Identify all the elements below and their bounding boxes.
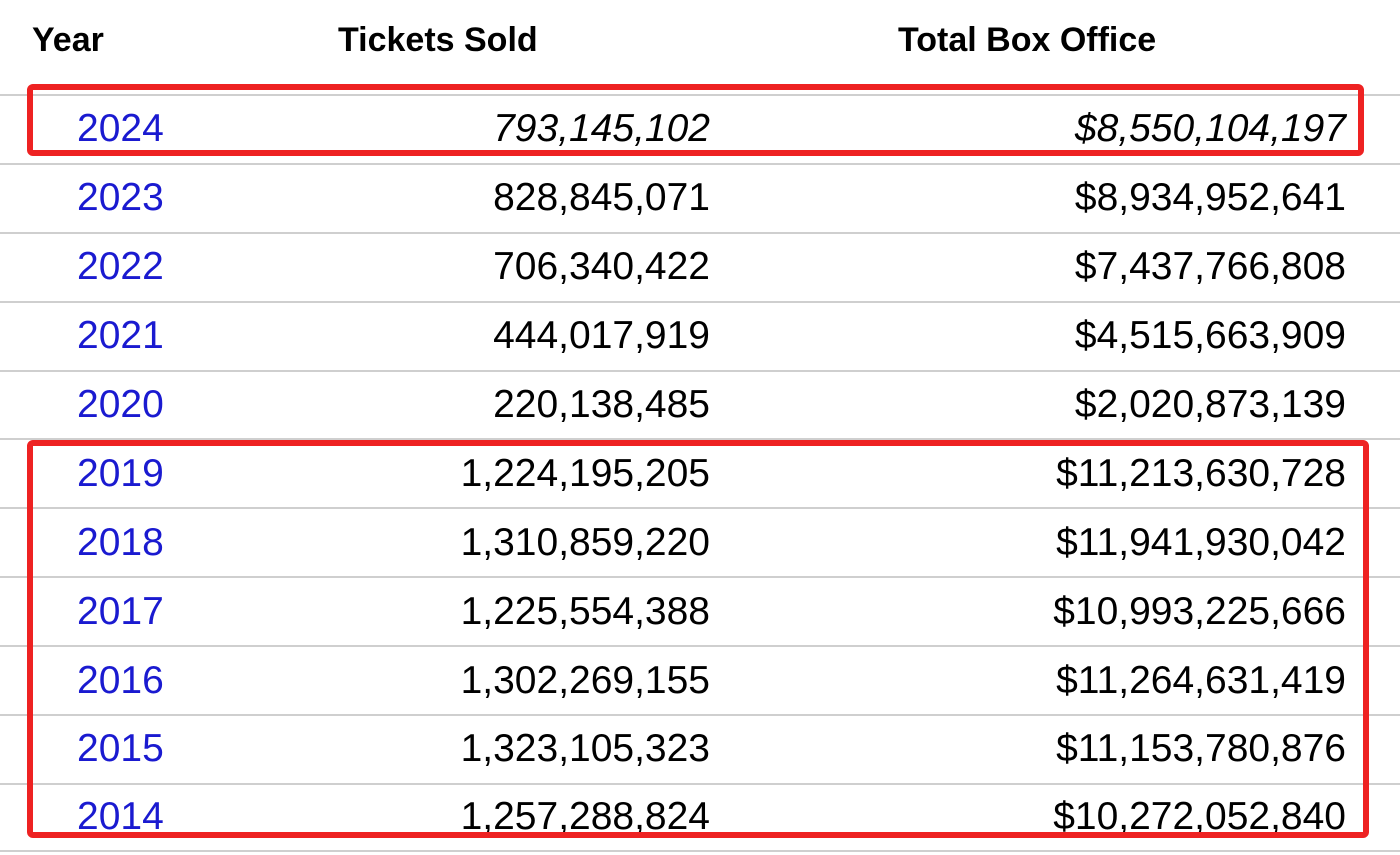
year-link[interactable]: 2019: [77, 451, 164, 495]
header-tickets-sold: Tickets Sold: [338, 21, 538, 59]
tickets-sold-value: 1,302,269,155: [460, 658, 710, 702]
table-row: 2022 706,340,422 $7,437,766,808: [0, 231, 1400, 301]
tickets-sold-value: 828,845,071: [493, 176, 710, 220]
table-row: 2024 793,145,102 $8,550,104,197: [0, 94, 1400, 163]
tickets-sold-value: 1,257,288,824: [460, 795, 710, 839]
tickets-sold-value: 1,310,859,220: [460, 520, 710, 564]
header-year: Year: [32, 21, 104, 59]
year-link[interactable]: 2022: [77, 245, 164, 289]
table-row: 2021 444,017,919 $4,515,663,909: [0, 300, 1400, 370]
box-office-value: $2,020,873,139: [1074, 383, 1346, 426]
year-link[interactable]: 2015: [77, 727, 164, 771]
tickets-sold-value: 444,017,919: [493, 314, 710, 358]
table-row: 2014 1,257,288,824 $10,272,052,840: [0, 782, 1400, 852]
box-office-value: $10,272,052,840: [1053, 795, 1346, 839]
table-row: 2020 220,138,485 $2,020,873,139: [0, 369, 1400, 439]
tickets-sold-value: 793,145,102: [493, 107, 710, 151]
table-header: Year Tickets Sold Total Box Office: [0, 0, 1400, 90]
tickets-sold-value: 220,138,485: [493, 383, 710, 426]
tickets-sold-value: 1,323,105,323: [460, 727, 710, 771]
year-link[interactable]: 2021: [77, 314, 164, 358]
table-body: 2024 793,145,102 $8,550,104,197 2023 828,845…: [0, 94, 1400, 852]
year-link[interactable]: 2018: [77, 520, 164, 564]
box-office-value: $8,934,952,641: [1074, 176, 1346, 220]
table-row: 2016 1,302,269,155 $11,264,631,419: [0, 645, 1400, 714]
table-row: 2019 1,224,195,205 $11,213,630,728: [0, 438, 1400, 507]
tickets-sold-value: 1,224,195,205: [460, 451, 710, 495]
year-link[interactable]: 2017: [77, 589, 164, 633]
tickets-sold-value: 706,340,422: [493, 245, 710, 289]
table-row: 2015 1,323,105,323 $11,153,780,876: [0, 714, 1400, 783]
header-total-box-office: Total Box Office: [898, 21, 1157, 59]
year-link[interactable]: 2024: [77, 107, 164, 151]
box-office-value: $7,437,766,808: [1074, 245, 1346, 289]
table-row: 2018 1,310,859,220 $11,941,930,042: [0, 507, 1400, 576]
box-office-value: $11,941,930,042: [1056, 520, 1346, 564]
year-link[interactable]: 2023: [77, 176, 164, 220]
box-office-value: $10,993,225,666: [1053, 589, 1346, 633]
tickets-sold-value: 1,225,554,388: [460, 589, 710, 633]
box-office-value: $4,515,663,909: [1074, 314, 1346, 358]
table-row: 2017 1,225,554,388 $10,993,225,666: [0, 576, 1400, 645]
year-link[interactable]: 2020: [77, 383, 164, 426]
year-link[interactable]: 2016: [77, 658, 164, 702]
box-office-value: $8,550,104,197: [1074, 107, 1346, 151]
year-link[interactable]: 2014: [77, 795, 164, 839]
box-office-value: $11,264,631,419: [1056, 658, 1346, 702]
box-office-value: $11,153,780,876: [1056, 727, 1346, 771]
box-office-value: $11,213,630,728: [1056, 451, 1346, 495]
table-row: 2023 828,845,071 $8,934,952,641: [0, 162, 1400, 232]
